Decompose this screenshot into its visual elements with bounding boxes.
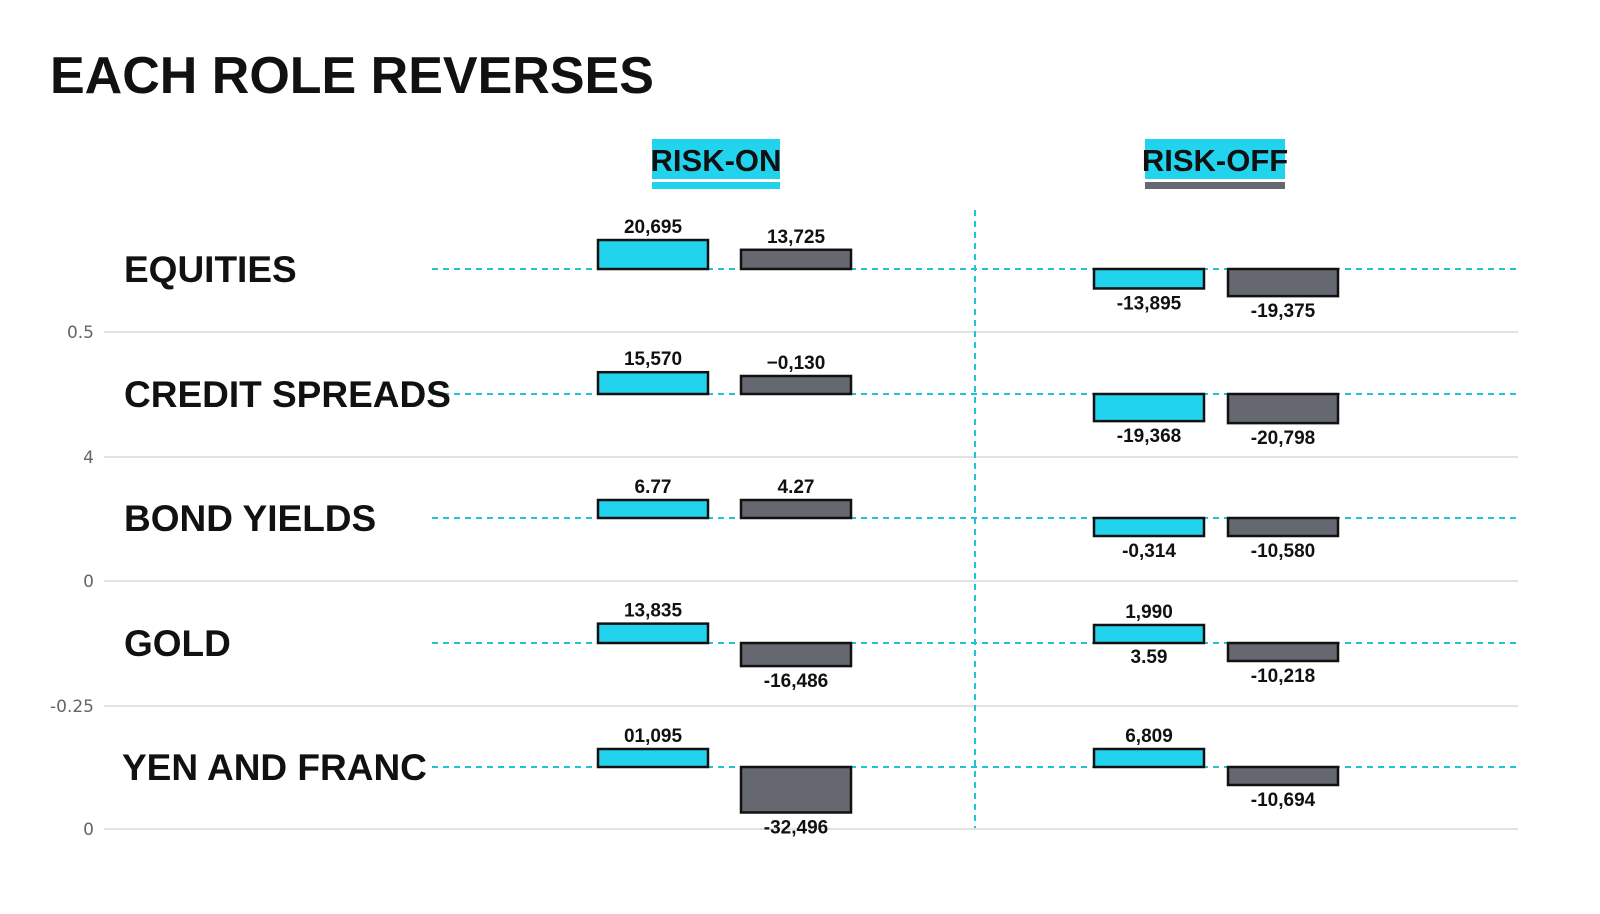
gridlines: [104, 331, 1518, 830]
panel-header-risk-off: RISK-OFF: [1142, 139, 1288, 189]
panel-header-risk-off-label: RISK-OFF: [1142, 143, 1288, 178]
data-label: -19,375: [1251, 301, 1316, 322]
data-label: 13,835: [624, 601, 683, 622]
y-tick-label: 0: [83, 572, 94, 592]
bar-risk-on-credit-spreads-gray: [739, 374, 853, 396]
data-label: -0,314: [1122, 541, 1176, 562]
panel-header-risk-on: RISK-ON: [651, 139, 782, 189]
panel-header-risk-on-underline: [652, 182, 780, 189]
bar-risk-off-gold-cyan: [1092, 623, 1206, 645]
bar-risk-on-equities-gray: [739, 248, 853, 271]
data-labels: 20,695 15,570 6.77 13,835 01,095 13,725 −0,130…: [624, 217, 1316, 838]
data-label: -10,580: [1251, 541, 1315, 562]
row-label-yen-and-franc: YEN AND FRANC: [122, 747, 427, 788]
panel-header-risk-off-underline: [1145, 182, 1285, 189]
data-label: 13,725: [767, 227, 826, 248]
bar-risk-on-gold-gray: [739, 641, 853, 668]
bars: [596, 238, 1340, 814]
row-label-equities: EQUITIES: [124, 249, 297, 290]
bar-risk-on-equities-cyan: [596, 238, 710, 271]
bar-risk-off-bond-yields-gray: [1226, 516, 1340, 538]
bar-risk-off-equities-gray: [1226, 267, 1340, 298]
bar-risk-off-credit-spreads-gray: [1226, 392, 1340, 425]
panel-header-risk-on-bg: [652, 139, 780, 179]
bar-risk-on-credit-spreads-cyan: [596, 370, 710, 396]
data-label: 20,695: [624, 217, 683, 238]
bar-risk-off-equities-cyan: [1092, 267, 1206, 290]
chart-title: EACH ROLE REVERSES: [50, 47, 654, 105]
y-tick-label: 0.5: [67, 323, 94, 343]
bar-risk-on-bond-yields-gray: [739, 498, 853, 520]
y-tick-label: 0: [83, 820, 94, 840]
bar-risk-on-gold-cyan: [596, 622, 710, 645]
data-label: 4.27: [778, 477, 815, 498]
bar-risk-off-bond-yields-cyan: [1092, 516, 1206, 538]
data-label: 01,095: [624, 726, 683, 747]
bar-risk-off-gold-gray: [1226, 641, 1340, 663]
row-labels: EQUITIES CREDIT SPREADS BOND YIELDS GOLD YEN…: [122, 249, 451, 788]
data-label: 3.59: [1131, 647, 1168, 668]
data-label: 1,990: [1125, 602, 1173, 623]
bar-risk-on-bond-yields-cyan: [596, 498, 710, 520]
bar-risk-on-yen-and-franc-cyan: [596, 747, 710, 769]
data-label: −0,130: [767, 353, 826, 374]
row-label-credit-spreads: CREDIT SPREADS: [124, 374, 451, 415]
panel-header-risk-off-bg: [1145, 139, 1285, 179]
bar-risk-off-credit-spreads-cyan: [1092, 392, 1206, 423]
data-label: 6,809: [1125, 726, 1173, 747]
data-label: -10,218: [1251, 666, 1315, 687]
y-tick-label: -0.25: [50, 697, 94, 717]
data-label: 6.77: [635, 477, 672, 498]
y-tick-label: 4: [83, 448, 94, 468]
data-label: -20,798: [1251, 428, 1315, 449]
data-label: -10,694: [1251, 790, 1316, 811]
row-label-bond-yields: BOND YIELDS: [124, 498, 376, 539]
row-label-gold: GOLD: [124, 623, 231, 664]
data-label: -13,895: [1117, 293, 1182, 314]
panel-header-risk-on-label: RISK-ON: [651, 143, 782, 178]
y-axis-ticks: 0.5 4 0 -0.25 0: [50, 323, 94, 840]
data-label: -19,368: [1117, 426, 1181, 447]
data-label: 15,570: [624, 349, 682, 370]
bar-risk-on-yen-and-franc-gray: [739, 765, 853, 814]
bar-risk-off-yen-and-franc-gray: [1226, 765, 1340, 787]
data-label: -32,496: [764, 817, 828, 838]
bar-risk-off-yen-and-franc-cyan: [1092, 747, 1206, 769]
data-label: -16,486: [764, 671, 828, 692]
